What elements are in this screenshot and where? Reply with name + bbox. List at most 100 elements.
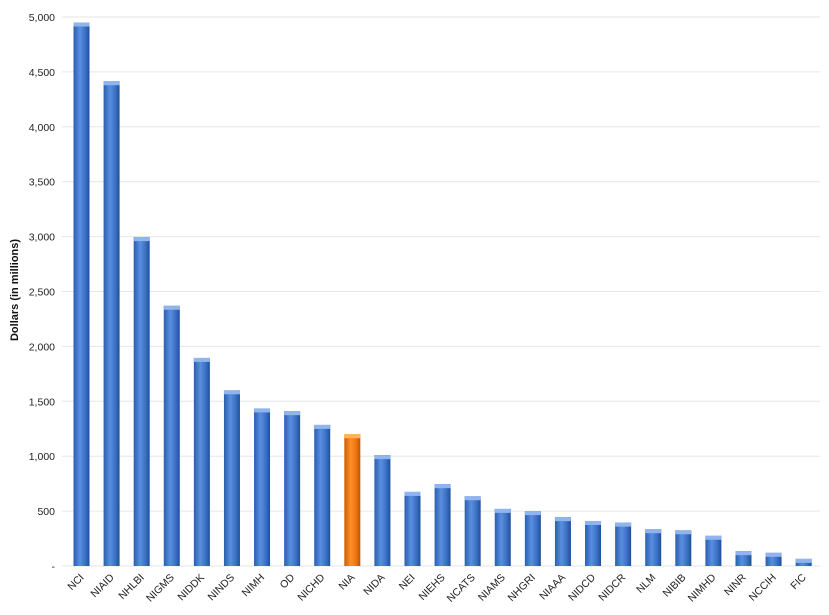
y-tick-label: 3,500 [29,177,55,189]
bar-top-cap [524,511,541,516]
bars [73,22,812,567]
y-tick-label: 4,000 [29,122,55,134]
bar-top-cap [103,81,120,86]
x-tick-label: NICHD [295,571,327,603]
bar [705,535,722,566]
bar [103,81,120,566]
bar-nidcd [585,520,602,566]
bar-top-cap [193,357,210,362]
x-tick-label: NIMH [240,572,267,599]
x-tick-label: NIEHS [417,572,448,603]
x-tick-label: NINDS [205,572,237,604]
bar-ninds [223,390,240,566]
bar-top-cap [675,530,692,535]
bar [163,305,180,566]
bar [133,237,150,567]
bar-top-cap [705,535,722,540]
y-tick-label: 500 [37,506,55,518]
x-tick-label: NCATS [445,572,478,605]
bar-top-cap [314,424,331,429]
gridlines [62,16,820,567]
bar-top-cap [404,491,421,496]
bar [344,434,361,566]
bar [524,511,541,566]
bar [193,357,210,566]
bar-nlm [645,529,662,566]
x-tick-label: NIDDK [175,572,207,604]
bar-top-cap [374,455,391,460]
bar-top-cap [344,434,361,439]
y-tick-label: - [52,561,56,573]
bar-top-cap [464,496,481,501]
bar-top-cap [494,508,511,513]
bar-niaid [103,81,120,566]
bar [494,508,511,566]
x-tick-label: NIA [337,572,358,593]
bar-nimh [254,408,271,566]
y-tick-label: 1,500 [29,396,55,408]
bar-top-cap [765,552,782,557]
bar-top-cap [795,558,812,563]
bar-niddk [193,357,210,566]
bar [585,520,602,566]
bar-fic [795,558,812,566]
bar-top-cap [645,529,662,534]
bar [615,522,632,566]
x-tick-label: NCI [65,572,86,593]
x-tick-label: NIAAA [537,572,568,603]
y-tick-label: 3,000 [29,232,55,244]
bar-nia [344,434,361,566]
y-axis-ticks: - 500 1,000 1,500 2,000 2,500 3,000 3,500 4,000 4… [29,12,56,573]
bar-top-cap [73,22,90,27]
bar [645,529,662,566]
bar [675,530,692,566]
bar [73,22,90,567]
bar-nichd [314,424,331,566]
y-axis-label: Dollars (in millions) [9,239,21,341]
bar [314,424,331,566]
x-tick-label: NIGMS [144,572,177,605]
x-tick-label: NIDCR [596,571,628,603]
bar-nci [73,22,90,567]
bar-top-cap [554,517,571,522]
bar-niehs [434,484,451,566]
bar-od [284,411,301,566]
x-tick-label: NHGRI [506,572,538,604]
x-tick-label: NLM [634,572,658,596]
bar [554,517,571,566]
x-tick-label: NIDA [361,572,387,598]
bar-nei [404,491,421,566]
x-tick-label: NHLBI [116,572,146,602]
bar-top-cap [163,305,180,310]
bar-nccih [765,552,782,566]
bar-top-cap [133,237,150,242]
y-tick-label: 2,500 [29,287,55,299]
bar-nida [374,455,391,566]
y-tick-label: 2,000 [29,341,55,353]
bar-niams [494,508,511,566]
bar [434,484,451,566]
x-tick-label: OD [278,571,298,591]
bar-top-cap [434,484,451,489]
y-tick-label: 4,500 [29,67,55,79]
x-tick-label: NIDCD [566,571,598,603]
bar [464,496,481,566]
y-tick-label: 5,000 [29,12,55,24]
x-tick-label: NEI [397,572,418,593]
x-tick-label: NCCIH [747,572,779,604]
bar-niaaa [554,517,571,566]
bar-nidcr [615,522,632,566]
bar-top-cap [254,408,271,413]
bar-top-cap [615,522,632,527]
bar [254,408,271,566]
x-tick-label: FIC [788,571,809,592]
bar-ncats [464,496,481,566]
bar-top-cap [284,411,301,416]
x-tick-label: NIMHD [686,571,719,604]
bar-ninr [735,551,752,566]
bar [404,491,421,566]
bar-top-cap [585,520,602,525]
bar-nhlbi [133,237,150,567]
x-tick-label: NIAID [88,571,117,600]
